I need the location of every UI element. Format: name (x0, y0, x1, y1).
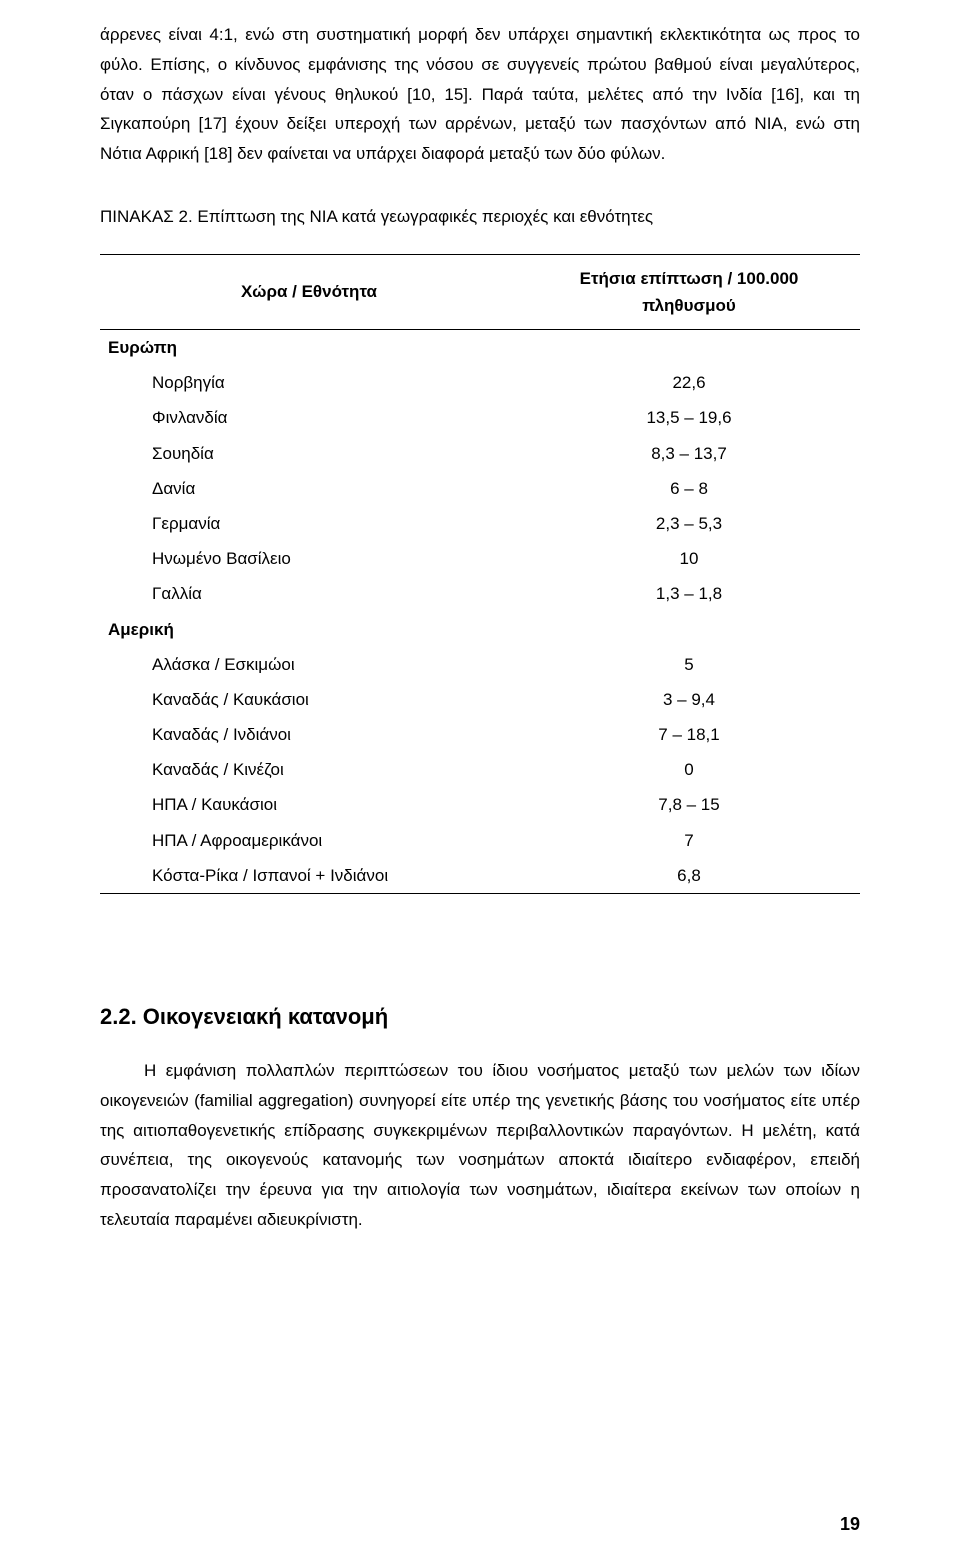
table-cell-label: Καναδάς / Ινδιάνοι (100, 717, 518, 752)
table-caption: ΠΙΝΑΚΑΣ 2. Επίπτωση της ΝΙΑ κατά γεωγραφ… (100, 203, 860, 232)
table-cell-value: 6,8 (518, 858, 860, 894)
table-group-row: Αμερική (100, 612, 860, 647)
page-number: 19 (840, 1514, 860, 1535)
table-row: Ηνωμένο Βασίλειο 10 (100, 541, 860, 576)
table-row: Καναδάς / Ινδιάνοι 7 – 18,1 (100, 717, 860, 752)
table-cell-value: 2,3 – 5,3 (518, 506, 860, 541)
table-cell-label: Φινλανδία (100, 400, 518, 435)
table-group-row: Ευρώπη (100, 330, 860, 366)
table-cell-label: Καναδάς / Καυκάσιοι (100, 682, 518, 717)
table-row: Κόστα-Ρίκα / Ισπανοί + Ινδιάνοι 6,8 (100, 858, 860, 894)
table-cell-label: ΗΠΑ / Καυκάσιοι (100, 787, 518, 822)
table-header-row: Χώρα / Εθνότητα Ετήσια επίπτωση / 100.00… (100, 254, 860, 329)
table-cell-value: 0 (518, 752, 860, 787)
table-group-label: Αμερική (100, 612, 860, 647)
table-cell-label: Κόστα-Ρίκα / Ισπανοί + Ινδιάνοι (100, 858, 518, 894)
table-cell-value: 6 – 8 (518, 471, 860, 506)
table-cell-label: Γαλλία (100, 576, 518, 611)
table-body: Ευρώπη Νορβηγία 22,6 Φινλανδία 13,5 – 19… (100, 330, 860, 894)
table-cell-label: ΗΠΑ / Αφροαμερικάνοι (100, 823, 518, 858)
table-cell-label: Ηνωμένο Βασίλειο (100, 541, 518, 576)
table-row: ΗΠΑ / Αφροαμερικάνοι 7 (100, 823, 860, 858)
table-cell-value: 7,8 – 15 (518, 787, 860, 822)
table-cell-value: 22,6 (518, 365, 860, 400)
table-cell-value: 1,3 – 1,8 (518, 576, 860, 611)
table-cell-value: 13,5 – 19,6 (518, 400, 860, 435)
table-cell-value: 5 (518, 647, 860, 682)
table-row: Αλάσκα / Εσκιμώοι 5 (100, 647, 860, 682)
data-table: Χώρα / Εθνότητα Ετήσια επίπτωση / 100.00… (100, 254, 860, 894)
table-cell-label: Νορβηγία (100, 365, 518, 400)
table-row: Φινλανδία 13,5 – 19,6 (100, 400, 860, 435)
table-group-label: Ευρώπη (100, 330, 860, 366)
table-header-col2: Ετήσια επίπτωση / 100.000 πληθυσμού (518, 254, 860, 329)
paragraph-bottom: Η εμφάνιση πολλαπλών περιπτώσεων του ίδι… (100, 1056, 860, 1235)
table-row: Καναδάς / Κινέζοι 0 (100, 752, 860, 787)
table-header-col1: Χώρα / Εθνότητα (100, 254, 518, 329)
section-heading: 2.2. Οικογενειακή κατανομή (100, 1004, 860, 1030)
table-row: Καναδάς / Καυκάσιοι 3 – 9,4 (100, 682, 860, 717)
table-row: Νορβηγία 22,6 (100, 365, 860, 400)
table-cell-label: Καναδάς / Κινέζοι (100, 752, 518, 787)
table-row: ΗΠΑ / Καυκάσιοι 7,8 – 15 (100, 787, 860, 822)
table-cell-label: Δανία (100, 471, 518, 506)
table-cell-value: 7 (518, 823, 860, 858)
table-header-col2-line2: πληθυσμού (642, 296, 736, 315)
table-row: Σουηδία 8,3 – 13,7 (100, 436, 860, 471)
table-cell-value: 10 (518, 541, 860, 576)
table-cell-value: 7 – 18,1 (518, 717, 860, 752)
table-row: Γερμανία 2,3 – 5,3 (100, 506, 860, 541)
table-cell-label: Γερμανία (100, 506, 518, 541)
table-row: Γαλλία 1,3 – 1,8 (100, 576, 860, 611)
table-cell-label: Σουηδία (100, 436, 518, 471)
table-cell-value: 8,3 – 13,7 (518, 436, 860, 471)
paragraph-top: άρρενες είναι 4:1, ενώ στη συστηματική μ… (100, 20, 860, 169)
table-row: Δανία 6 – 8 (100, 471, 860, 506)
table-cell-value: 3 – 9,4 (518, 682, 860, 717)
table-cell-label: Αλάσκα / Εσκιμώοι (100, 647, 518, 682)
table-header-col2-line1: Ετήσια επίπτωση / 100.000 (580, 269, 799, 288)
page: άρρενες είναι 4:1, ενώ στη συστηματική μ… (0, 0, 960, 1557)
